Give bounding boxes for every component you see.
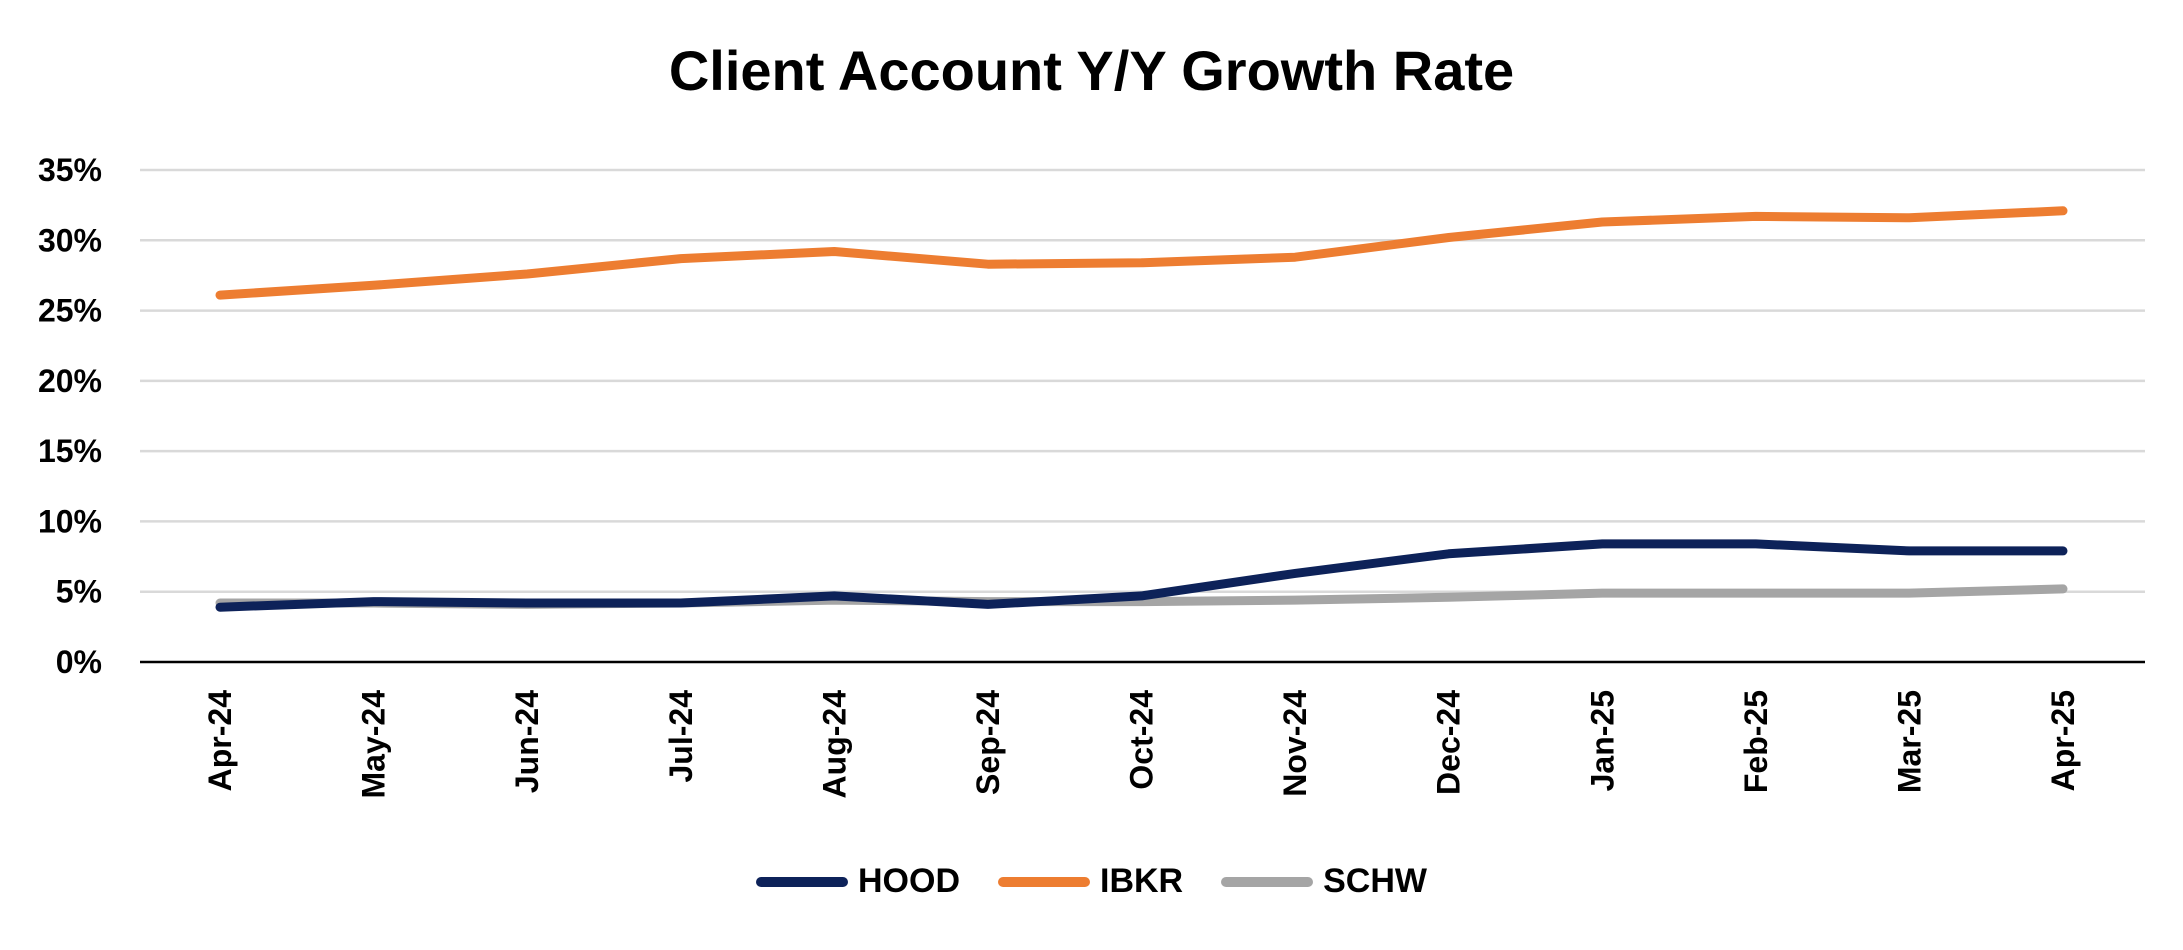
y-tick-label: 35% [38, 152, 102, 188]
legend-swatch [756, 876, 848, 887]
legend-swatch [998, 876, 1090, 887]
x-tick-label: Jul-24 [663, 690, 699, 783]
series-line-hood [215, 539, 2068, 612]
series-line-ibkr [215, 206, 2068, 300]
x-tick-label: Dec-24 [1431, 690, 1467, 795]
y-tick-label: 15% [38, 433, 102, 469]
y-tick-label: 20% [38, 363, 102, 399]
x-tick-label: Apr-24 [202, 690, 238, 792]
x-tick-label: Nov-24 [1277, 690, 1313, 797]
y-tick-label: 0% [56, 644, 102, 680]
x-tick-label: Mar-25 [1891, 690, 1927, 793]
y-tick-label: 5% [56, 574, 102, 610]
y-tick-label: 30% [38, 222, 102, 258]
legend-item-schw: SCHW [1221, 862, 1427, 901]
chart-title: Client Account Y/Y Growth Rate [668, 39, 1515, 102]
legend-swatch [1221, 876, 1314, 887]
legend-item-hood: HOOD [756, 862, 960, 901]
x-tick-label: Jan-25 [1584, 690, 1620, 791]
legend: HOOD IBKR SCHW [0, 862, 2183, 901]
legend-label: HOOD [858, 862, 960, 900]
legend-label: SCHW [1323, 862, 1427, 900]
x-tick-label: Feb-25 [1738, 690, 1774, 793]
legend-item-ibkr: IBKR [998, 862, 1183, 901]
x-tick-label: Oct-24 [1124, 690, 1160, 790]
x-tick-label: Sep-24 [970, 690, 1006, 795]
x-tick-label: Apr-25 [2045, 690, 2081, 791]
x-tick-label: Jun-24 [509, 690, 545, 793]
legend-label: IBKR [1100, 862, 1184, 900]
x-tick-label: Aug-24 [816, 690, 852, 799]
y-tick-label: 25% [38, 293, 102, 329]
y-tick-label: 10% [38, 503, 102, 539]
x-tick-label: May-24 [356, 690, 392, 799]
